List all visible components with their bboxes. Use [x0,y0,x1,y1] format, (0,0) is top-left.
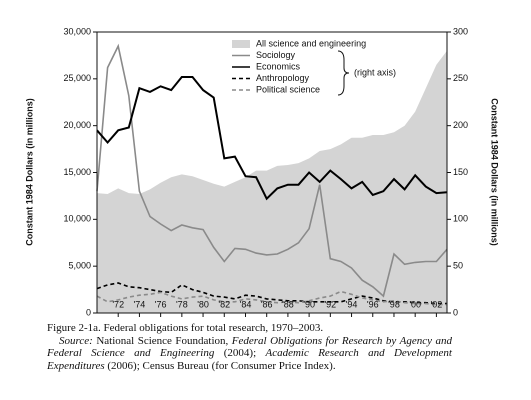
legend-swatch [232,40,250,48]
y-tick-label: 30,000 [63,26,91,36]
source-text: Federal Obligations for Research by Agen… [47,334,452,360]
x-tick-label: '00 [409,299,421,309]
x-tick-label: '94 [346,299,358,309]
y2-tick-label: 200 [453,120,468,130]
legend-label: All science and engineering [256,38,366,48]
x-tick-label: '82 [218,299,230,309]
line [96,76,448,201]
source-text: (2006); Census Bureau (for Consumer Pric… [104,359,336,372]
x-tick-label: '88 [282,299,294,309]
area [97,50,447,313]
y-tick-label: 20,000 [63,120,91,130]
source-text: National Science Foundation, [92,334,232,347]
y-tick-label: 5,000 [68,261,91,271]
legend-label: Anthropology [256,73,310,83]
y-tick-label: 0 [86,307,91,317]
chart: Constant 1984 Dollars (in millions) Cons… [24,26,500,317]
x-tick-label: '92 [324,299,336,309]
x-tick-label: '86 [261,299,273,309]
y2-tick-label: 100 [453,214,468,224]
y-tick-label: 10,000 [63,214,91,224]
legend-label: Political science [256,84,320,94]
y2-tick-label: 300 [453,26,468,36]
source-text: Source: [59,334,93,347]
x-tick-label: '98 [388,299,400,309]
y2-tick-label: 50 [453,261,463,271]
y2-tick-label: 0 [453,307,458,317]
source-text: (2004); [214,347,266,359]
source-note: Source: National Science Foundation, Fed… [47,335,452,373]
y2-tick-label: 150 [453,167,468,177]
y2-axis-title: Constant 1984 Dollars (in millions) [490,98,500,246]
x-tick-label: '80 [197,299,209,309]
x-tick-label: '78 [176,299,188,309]
x-tick-label: '76 [155,299,167,309]
legend-label: Economics [256,61,301,71]
caption: Figure 2-1a. Federal obligations for tot… [47,322,452,372]
legend-label: Sociology [256,50,296,60]
x-tick-label: '90 [303,299,315,309]
x-tick-label: '84 [240,299,252,309]
figure-caption: Figure 2-1a. Federal obligations for tot… [47,322,324,334]
source-text: Academic Research and Development Expend… [47,347,452,372]
y-axis-title: Constant 1984 Dollars (in millions) [24,98,34,246]
x-tick-label: '72 [112,299,124,309]
line [96,43,448,298]
x-tick-label: '74 [134,299,146,309]
brace [337,50,350,96]
x-tick-label: '02 [431,299,443,309]
y-tick-label: 15,000 [63,167,91,177]
y-tick-label: 25,000 [63,73,91,83]
line [96,282,447,305]
legend-note: (right axis) [354,67,396,77]
x-tick-label: '96 [367,299,379,309]
y2-tick-label: 250 [453,73,468,83]
